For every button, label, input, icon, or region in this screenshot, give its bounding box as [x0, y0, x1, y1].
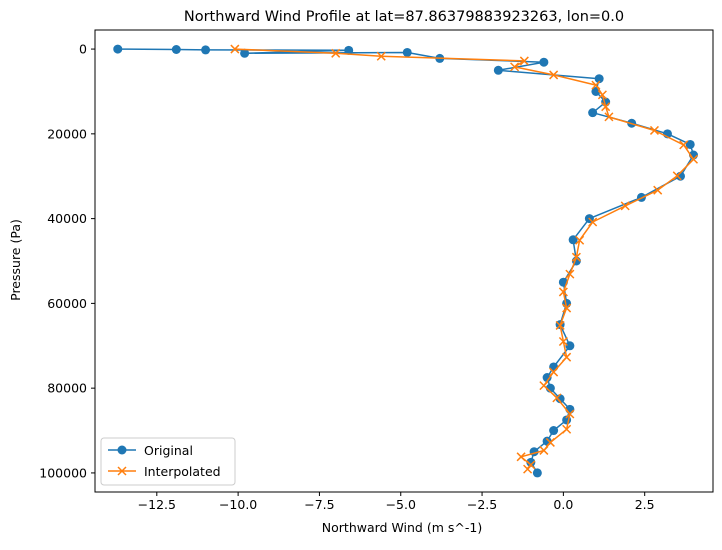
y-tick-label: 20000	[47, 126, 87, 141]
data-point-original	[549, 426, 559, 436]
data-point-interpolated	[331, 48, 341, 58]
data-point-interpolated	[571, 252, 581, 262]
data-point-interpolated	[597, 90, 607, 100]
axis-ticks: −12.5 −10.0 −7.5 −5.0 −2.5 0.0 2.5 0 20000 40000 6…	[39, 42, 654, 512]
data-point-original	[594, 74, 604, 84]
data-point-interpolated	[558, 337, 568, 347]
x-tick-label: −10.0	[219, 497, 257, 512]
data-point-interpolated	[545, 437, 555, 447]
data-point-interpolated	[552, 393, 562, 403]
data-point-original	[402, 47, 412, 57]
y-tick-label: 60000	[47, 296, 87, 311]
data-point-original	[588, 108, 598, 118]
data-point-original	[685, 139, 695, 149]
series-line-interpolated	[234, 48, 695, 470]
x-tick-label: 0.0	[553, 497, 573, 512]
data-point-original	[539, 57, 549, 67]
data-point-interpolated	[620, 201, 630, 211]
legend-label-interpolated: Interpolated	[144, 464, 221, 479]
data-point-original	[344, 45, 354, 55]
data-point-interpolated	[562, 303, 572, 313]
data-point-interpolated	[653, 185, 663, 195]
data-point-original	[113, 44, 123, 54]
data-point-interpolated	[601, 102, 611, 112]
data-point-interpolated	[539, 445, 549, 455]
data-point-original	[532, 468, 542, 478]
data-point-interpolated	[672, 171, 682, 181]
chart-title: Northward Wind Profile at lat=87.8637988…	[184, 9, 624, 25]
data-point-interpolated	[230, 44, 240, 54]
data-point-original	[542, 436, 552, 446]
x-tick-label: −5.0	[386, 497, 416, 512]
data-point-interpolated	[549, 70, 559, 80]
y-tick-label: 100000	[39, 465, 87, 480]
data-point-interpolated	[565, 409, 575, 419]
data-point-interpolated	[516, 452, 526, 462]
data-point-interpolated	[523, 464, 533, 474]
legend-label-original: Original	[144, 443, 193, 458]
x-tick-label: −12.5	[138, 497, 176, 512]
x-tick-label: −2.5	[467, 497, 497, 512]
data-point-interpolated	[549, 367, 559, 377]
data-point-interpolated	[555, 320, 565, 330]
y-axis-label: Pressure (Pa)	[8, 219, 23, 301]
y-tick-label: 40000	[47, 211, 87, 226]
data-point-original	[526, 457, 536, 467]
data-series	[113, 44, 699, 478]
plot-frame	[94, 29, 714, 493]
data-point-interpolated	[688, 154, 699, 164]
x-tick-label: −7.5	[304, 497, 334, 512]
legend-marker-interpolated	[117, 466, 127, 476]
x-axis-label: Northward Wind (m s^-1)	[322, 520, 482, 535]
data-point-interpolated	[562, 352, 572, 362]
data-point-interpolated	[591, 80, 601, 90]
data-point-interpolated	[604, 112, 614, 122]
data-point-interpolated	[588, 217, 598, 227]
data-point-original	[493, 65, 503, 75]
data-point-original	[549, 362, 559, 372]
data-point-original	[240, 48, 250, 58]
data-point-interpolated	[519, 56, 529, 66]
data-point-interpolated	[575, 235, 585, 245]
data-point-interpolated	[539, 381, 549, 391]
data-point-original	[171, 44, 181, 54]
data-point-interpolated	[376, 51, 386, 61]
data-point-interpolated	[510, 62, 520, 72]
data-point-original	[568, 235, 578, 245]
y-tick-label: 0	[79, 42, 87, 57]
data-point-original	[201, 45, 211, 55]
legend-marker-original	[117, 445, 127, 455]
data-point-interpolated	[649, 125, 659, 135]
legend: Original Interpolated	[100, 437, 236, 486]
data-point-interpolated	[565, 269, 575, 279]
x-tick-label: 2.5	[635, 497, 655, 512]
data-point-interpolated	[679, 140, 689, 150]
data-point-interpolated	[562, 424, 572, 434]
data-point-original	[565, 341, 575, 351]
y-tick-label: 80000	[47, 381, 87, 396]
data-point-interpolated	[558, 287, 568, 297]
